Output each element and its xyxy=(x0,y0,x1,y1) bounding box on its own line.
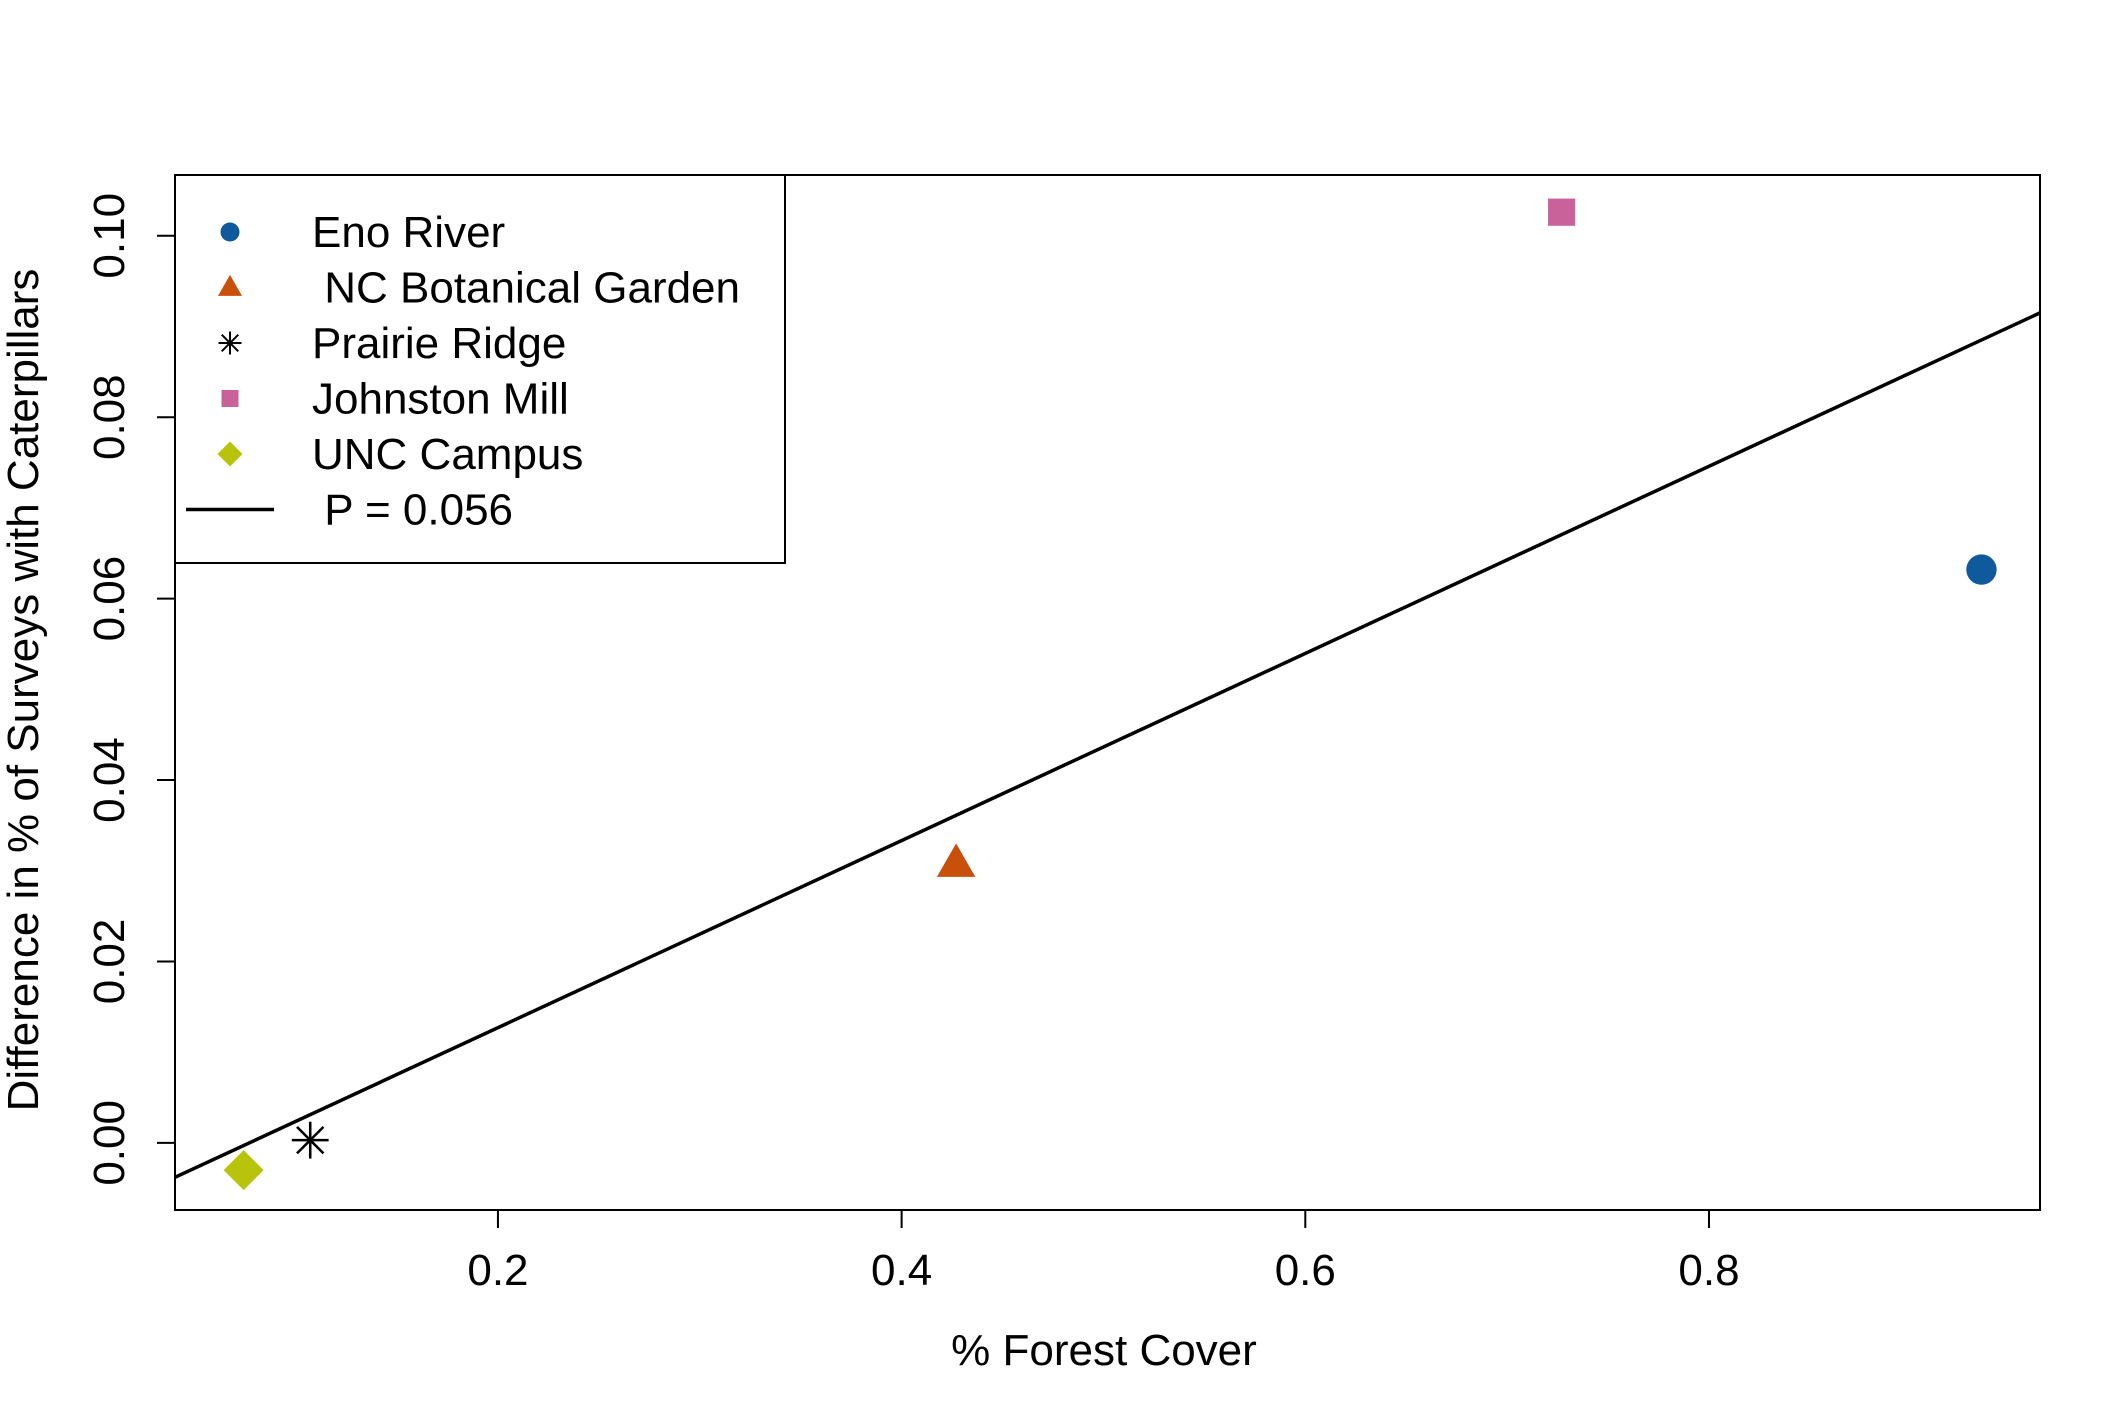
point-eno-river xyxy=(1966,554,1997,585)
axes-layer: 0.2 0.4 0.6 0.8 0.00 0.02 0.04 0.06 0.08 0.10 xyxy=(85,174,2041,1295)
y-tick-label: 0.06 xyxy=(85,556,134,642)
legend-label-fit-line: P = 0.056 xyxy=(312,486,513,535)
legend-symbol-unc-campus xyxy=(217,441,243,467)
legend-symbol-johnston-mill xyxy=(221,390,239,407)
point-nc-botanical-garden xyxy=(936,843,976,877)
legend-label-unc-campus: UNC Campus xyxy=(312,430,583,479)
legend-symbol-prairie-ridge xyxy=(218,331,242,355)
fit-line xyxy=(174,311,2041,1179)
point-unc-campus xyxy=(223,1150,264,1191)
y-tick-label: 0.10 xyxy=(85,193,134,279)
x-tick-label: 0.2 xyxy=(467,1246,528,1295)
legend-symbol-eno-river xyxy=(220,222,240,242)
x-tick-label: 0.8 xyxy=(1678,1246,1739,1295)
y-tick-label: 0.04 xyxy=(85,737,134,823)
point-prairie-ridge xyxy=(291,1121,329,1159)
points-layer xyxy=(223,198,1997,1191)
fit-line-layer xyxy=(174,311,2041,1179)
point-johnston-mill xyxy=(1548,198,1576,226)
y-tick-label: 0.00 xyxy=(85,1100,134,1186)
y-axis-title: Difference in % of Surveys with Caterpil… xyxy=(0,269,48,1112)
x-axis-title: % Forest Cover xyxy=(951,1326,1257,1375)
plot-frame xyxy=(174,174,2041,1211)
legend-label-prairie-ridge: Prairie Ridge xyxy=(312,319,566,368)
legend-label-johnston-mill: Johnston Mill xyxy=(312,375,569,424)
legend: Eno River NC Botanical Garden Prairie Rid… xyxy=(174,174,786,564)
y-tick-label: 0.08 xyxy=(85,374,134,460)
x-tick-label: 0.6 xyxy=(1275,1246,1336,1295)
legend-label-nc-botanical-garden: NC Botanical Garden xyxy=(312,264,740,313)
y-tick-label: 0.02 xyxy=(85,919,134,1005)
legend-symbol-nc-botanical-garden xyxy=(218,274,242,296)
legend-box xyxy=(174,174,786,564)
legend-label-eno-river: Eno River xyxy=(312,208,505,257)
x-tick-label: 0.4 xyxy=(871,1246,932,1295)
